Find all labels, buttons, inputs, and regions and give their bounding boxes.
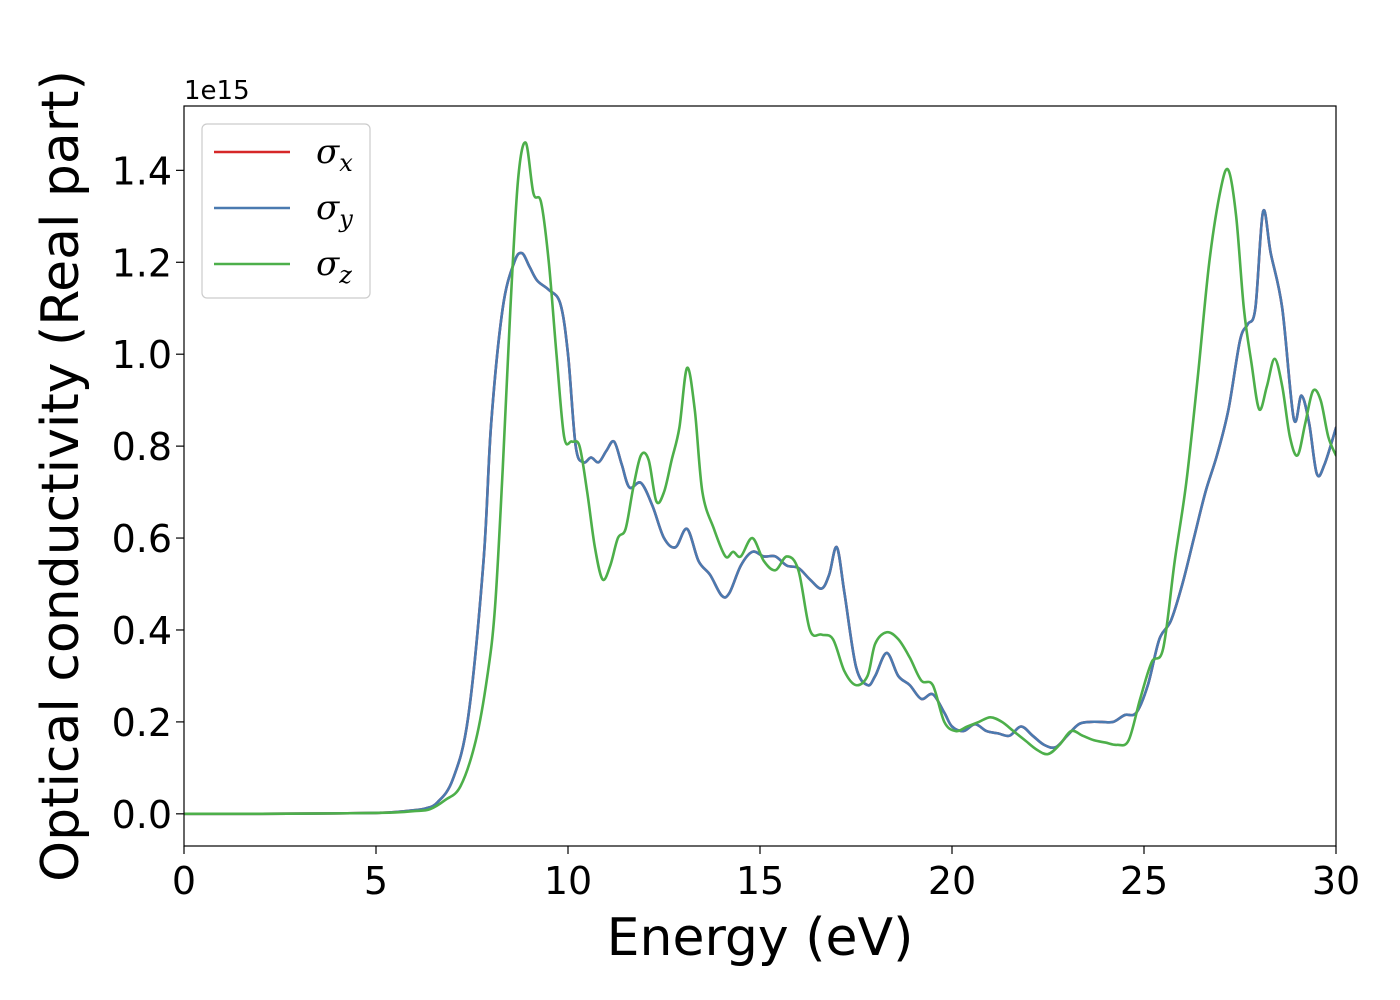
- x-tick-label: 25: [1120, 859, 1168, 903]
- series-line-z: [184, 141, 1336, 816]
- series-layer: [184, 141, 1336, 816]
- x-tick-label: 20: [928, 859, 976, 903]
- legend-label-y: σy: [316, 188, 353, 233]
- y-tick-label: 0.4: [112, 609, 172, 653]
- x-tick-label: 15: [736, 859, 784, 903]
- y-tick-label: 0.2: [112, 701, 172, 745]
- x-axis: 0 5 10 15 20 25 30: [172, 846, 1360, 903]
- y-tick-label: 0.6: [112, 517, 172, 561]
- x-tick-label: 5: [364, 859, 388, 903]
- legend-label-x: σx: [316, 132, 353, 177]
- y-offset-label: 1e15: [184, 76, 250, 106]
- y-tick-label: 0.0: [112, 793, 172, 837]
- legend: σx σy σz: [201, 123, 371, 299]
- y-tick-label: 1.0: [112, 333, 172, 377]
- legend-box: [201, 123, 371, 299]
- series-line-y: [184, 208, 1336, 816]
- plot-area: [184, 106, 1336, 846]
- x-tick-label: 0: [172, 859, 196, 903]
- x-tick-label: 30: [1312, 859, 1360, 903]
- x-axis-title: Energy (eV): [607, 908, 914, 968]
- y-axis: 0.0 0.2 0.4 0.6 0.8 1.0 1.2 1.4: [112, 149, 184, 837]
- y-tick-label: 0.8: [112, 425, 172, 469]
- y-tick-label: 1.4: [112, 149, 172, 193]
- y-axis-title: Optical conductivity (Real part): [31, 70, 91, 882]
- legend-label-z: σz: [316, 244, 352, 289]
- x-tick-label: 10: [544, 859, 592, 903]
- y-tick-label: 1.2: [112, 241, 172, 285]
